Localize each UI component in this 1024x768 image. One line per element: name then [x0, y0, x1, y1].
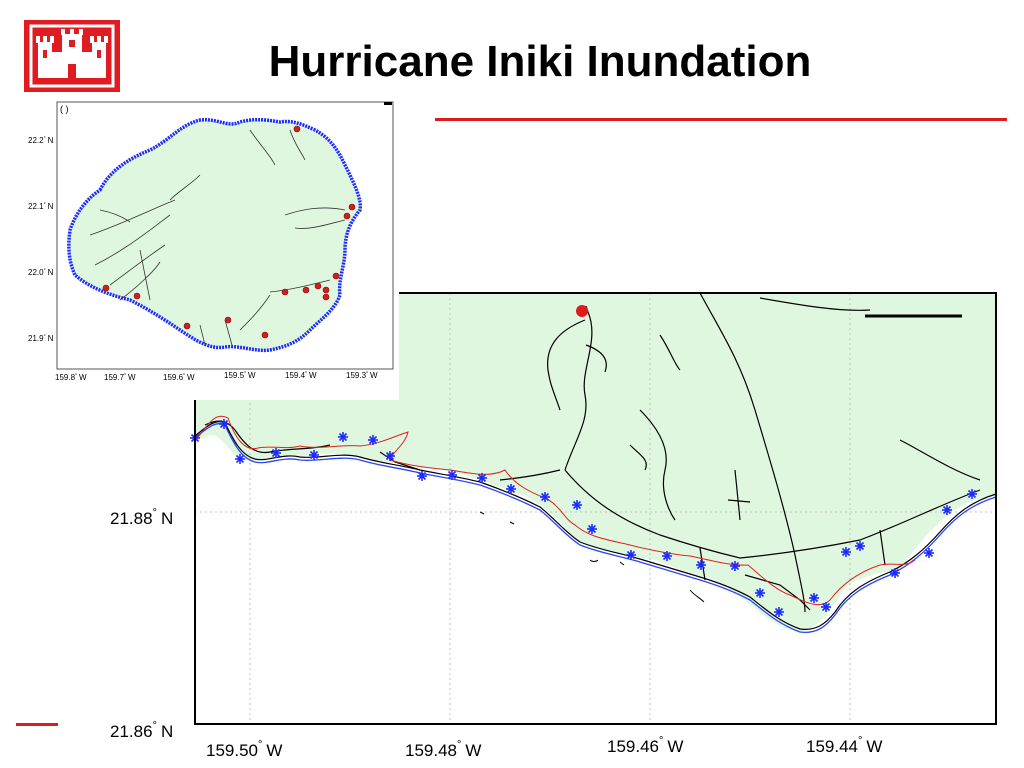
road-network [204, 292, 981, 613]
inset-lon-label-3: 159.6° W [163, 373, 195, 382]
red-station-marker [576, 305, 588, 317]
inset-lat-label-2: 22.1° N [28, 202, 54, 211]
shoreline [194, 421, 997, 630]
inset-lat-label-1: 22.2° N [28, 136, 54, 145]
inset-lon-label-5: 159.4° W [285, 371, 317, 380]
observation-point-marker [447, 470, 457, 480]
observation-point-marker [506, 484, 516, 494]
observation-point-marker [385, 451, 395, 461]
observation-point-marker [841, 547, 851, 557]
main-map-frame [194, 292, 997, 725]
title-underline [435, 118, 1007, 121]
observation-point-marker [540, 492, 550, 502]
observation-point-marker [338, 432, 348, 442]
inset-lon-label-4: 159.5° W [224, 371, 256, 380]
lat-label-1: 21.88° N [110, 507, 173, 528]
inset-lon-label-2: 159.7° W [104, 373, 136, 382]
inset-corner-mark [384, 102, 392, 105]
observation-point-marker [774, 607, 784, 617]
observation-point-marker [587, 524, 597, 534]
observation-point-marker [477, 473, 487, 483]
observation-point-marker [662, 551, 672, 561]
observation-point-marker [967, 489, 977, 499]
inundation-limit-line [194, 415, 916, 606]
observation-point-marker [417, 471, 427, 481]
observation-point-marker [942, 505, 952, 515]
observation-point-marker [755, 588, 765, 598]
observation-point-marker [855, 541, 865, 551]
observation-point-marker [924, 548, 934, 558]
inset-lon-label-6: 159.3° W [346, 371, 378, 380]
inset-corner-label: ( ) [60, 104, 69, 114]
castle-icon [24, 20, 120, 92]
offshore-features [479, 511, 705, 603]
observation-points [190, 419, 977, 617]
inset-lat-label-3: 22.0° N [28, 268, 54, 277]
coastline [194, 423, 997, 634]
observation-point-marker [572, 500, 582, 510]
observation-point-marker [219, 419, 229, 429]
lon-label-1: 159.50° W [206, 739, 282, 760]
inset-roads [89, 129, 346, 346]
observation-point-marker [368, 435, 378, 445]
observation-point-marker [235, 454, 245, 464]
observation-point-marker [730, 561, 740, 571]
observation-point-marker [271, 448, 281, 458]
lon-label-2: 159.48° W [405, 739, 481, 760]
footer-accent-line [16, 723, 58, 726]
observation-point-marker [309, 450, 319, 460]
observation-point-marker [696, 560, 706, 570]
lon-label-4: 159.44° W [806, 735, 882, 756]
inset-lon-label-1: 159.8° W [55, 373, 87, 382]
observation-point-marker [890, 568, 900, 578]
inset-lat-label-4: 21.9° N [28, 334, 54, 343]
observation-point-marker [809, 593, 819, 603]
inset-sites [102, 125, 356, 339]
lat-label-2: 21.86° N [110, 720, 173, 741]
observation-point-marker [626, 550, 636, 560]
slide-title: Hurricane Iniki Inundation [268, 37, 812, 86]
lon-label-3: 159.46° W [607, 735, 683, 756]
observation-point-marker [821, 602, 831, 612]
